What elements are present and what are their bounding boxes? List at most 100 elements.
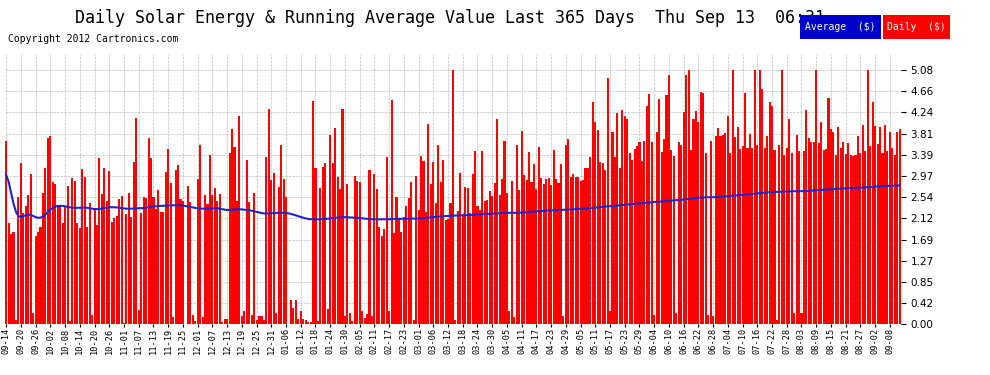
Bar [589, 157, 591, 324]
Bar [280, 145, 282, 324]
Bar [461, 214, 463, 324]
Bar [74, 182, 76, 324]
Bar [828, 98, 830, 324]
Bar [162, 212, 164, 324]
Bar [695, 111, 697, 324]
Bar [435, 202, 437, 324]
Bar [428, 124, 430, 324]
Bar [410, 182, 412, 324]
Bar [131, 217, 133, 324]
Bar [516, 146, 518, 324]
Bar [209, 155, 211, 324]
Bar [35, 236, 37, 324]
Bar [5, 141, 7, 324]
Bar [310, 322, 312, 324]
Bar [536, 189, 538, 324]
Bar [221, 322, 223, 324]
Bar [270, 180, 272, 324]
Bar [820, 122, 822, 324]
Bar [464, 188, 466, 324]
Bar [756, 145, 758, 324]
Bar [501, 179, 503, 324]
Bar [599, 162, 601, 324]
Bar [381, 236, 383, 324]
Bar [562, 316, 564, 324]
Bar [612, 132, 614, 324]
Bar [189, 202, 191, 324]
Bar [199, 145, 201, 324]
Bar [705, 153, 707, 324]
Bar [25, 206, 27, 324]
Bar [88, 202, 91, 324]
Bar [864, 151, 866, 324]
Bar [793, 313, 795, 324]
Bar [896, 132, 898, 324]
Bar [692, 119, 695, 324]
Bar [430, 184, 432, 324]
Bar [810, 142, 813, 324]
Bar [265, 157, 267, 324]
Bar [282, 179, 284, 324]
Bar [398, 218, 400, 324]
Bar [697, 122, 699, 324]
Bar [511, 181, 513, 324]
Bar [10, 234, 12, 324]
Bar [597, 130, 599, 324]
Bar [504, 141, 506, 324]
Bar [592, 102, 594, 324]
Bar [368, 170, 370, 324]
Bar [386, 157, 388, 324]
Bar [54, 184, 56, 324]
Bar [15, 320, 17, 324]
Bar [574, 177, 577, 324]
Bar [395, 197, 398, 324]
Bar [815, 70, 818, 324]
Bar [687, 70, 690, 324]
Bar [874, 126, 876, 324]
Bar [440, 182, 442, 324]
Bar [624, 116, 626, 324]
Bar [446, 219, 449, 324]
Bar [234, 147, 236, 324]
Bar [148, 138, 149, 324]
Bar [356, 181, 358, 324]
Bar [297, 320, 299, 324]
Bar [783, 155, 785, 324]
Bar [348, 313, 350, 324]
Bar [609, 312, 611, 324]
Bar [246, 160, 248, 324]
Bar [358, 182, 360, 324]
Bar [216, 201, 219, 324]
Bar [325, 163, 327, 324]
Bar [653, 315, 655, 324]
Bar [239, 116, 241, 324]
Bar [152, 197, 154, 324]
Bar [445, 220, 446, 324]
Bar [8, 223, 10, 324]
Bar [332, 163, 334, 324]
Bar [400, 232, 402, 324]
Bar [641, 161, 643, 324]
Bar [854, 155, 856, 324]
Bar [47, 138, 49, 324]
Bar [253, 193, 255, 324]
Bar [871, 102, 874, 324]
Bar [604, 170, 606, 324]
Bar [823, 150, 825, 324]
Bar [484, 201, 486, 324]
Bar [560, 164, 562, 324]
Bar [531, 182, 533, 324]
Bar [418, 210, 420, 324]
Bar [423, 161, 425, 324]
Bar [788, 119, 790, 324]
Bar [342, 110, 344, 324]
Bar [231, 129, 233, 324]
Bar [577, 177, 579, 324]
Bar [69, 321, 71, 324]
Bar [818, 143, 820, 324]
Bar [346, 184, 348, 324]
Bar [197, 179, 199, 324]
Bar [737, 128, 739, 324]
Bar [45, 168, 47, 324]
Bar [433, 162, 435, 324]
